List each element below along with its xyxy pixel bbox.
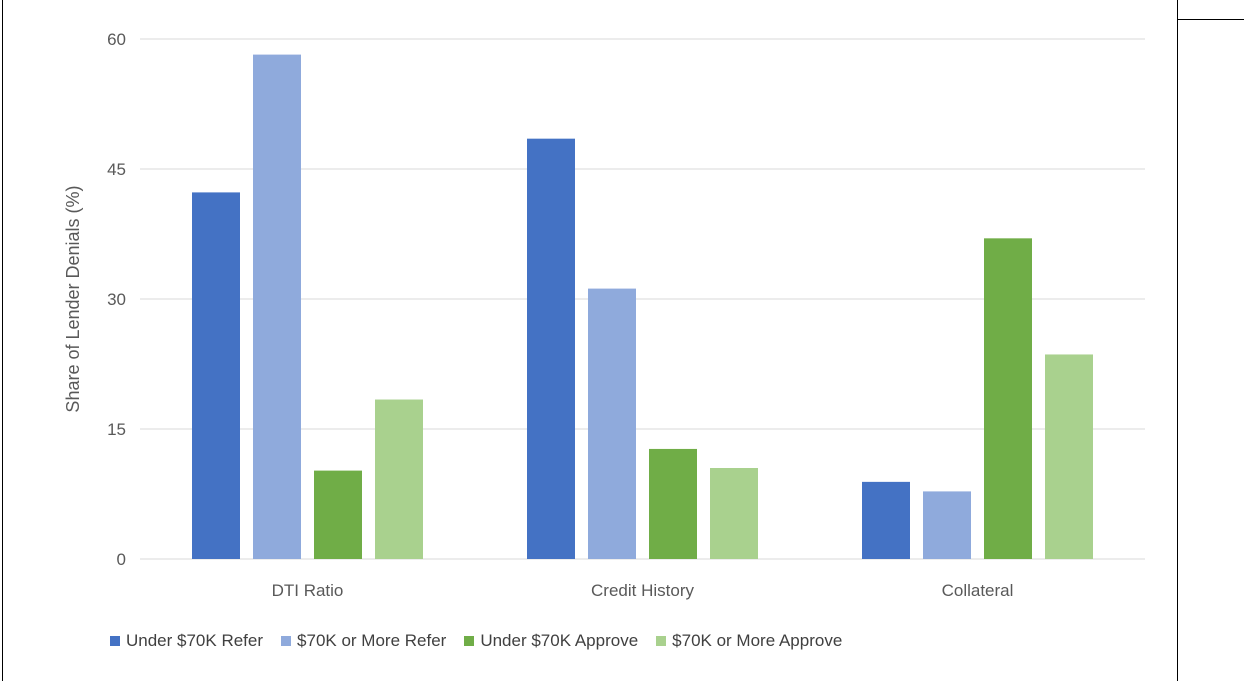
axes: 0 15 30 45 60 DTI Ratio Credit History Collater… bbox=[107, 30, 1013, 600]
gridlines bbox=[140, 38, 1145, 560]
legend-item: $70K or More Refer bbox=[281, 631, 446, 651]
y-tick-label: 30 bbox=[107, 290, 126, 309]
legend-swatch bbox=[110, 636, 120, 646]
legend-swatch bbox=[464, 636, 475, 646]
legend-swatch bbox=[281, 636, 292, 646]
bar bbox=[375, 399, 423, 559]
y-tick-label: 60 bbox=[107, 30, 126, 49]
bar bbox=[1045, 354, 1093, 559]
bar bbox=[984, 238, 1032, 560]
x-category-label: Credit History bbox=[591, 581, 694, 600]
bar bbox=[253, 54, 301, 559]
bar bbox=[192, 192, 240, 559]
legend-label: Under $70K Approve bbox=[480, 631, 639, 650]
legend-label: Under $70K Refer bbox=[126, 631, 264, 650]
x-category-label: Collateral bbox=[942, 581, 1014, 600]
bar bbox=[862, 481, 910, 559]
legend-label: $70K or More Refer bbox=[297, 631, 447, 650]
x-category-label: DTI Ratio bbox=[272, 581, 344, 600]
legend-swatch bbox=[656, 636, 667, 646]
bar bbox=[527, 138, 575, 559]
y-tick-label: 45 bbox=[107, 160, 126, 179]
legend-item: $70K or More Approve bbox=[656, 631, 842, 651]
bar bbox=[588, 288, 636, 559]
y-tick-label: 15 bbox=[107, 420, 126, 439]
legend-label: $70K or More Approve bbox=[672, 631, 843, 650]
bar bbox=[923, 491, 971, 559]
y-tick-label: 0 bbox=[117, 550, 126, 569]
legend-item: Under $70K Refer bbox=[110, 631, 263, 651]
y-axis-label: Share of Lender Denials (%) bbox=[63, 185, 83, 412]
bar bbox=[649, 448, 697, 559]
bar bbox=[710, 468, 758, 559]
legend: Under $70K Refer $70K or More Refer Under … bbox=[110, 629, 860, 653]
bars bbox=[192, 54, 1093, 560]
legend-item: Under $70K Approve bbox=[464, 631, 638, 651]
bar bbox=[314, 470, 362, 559]
